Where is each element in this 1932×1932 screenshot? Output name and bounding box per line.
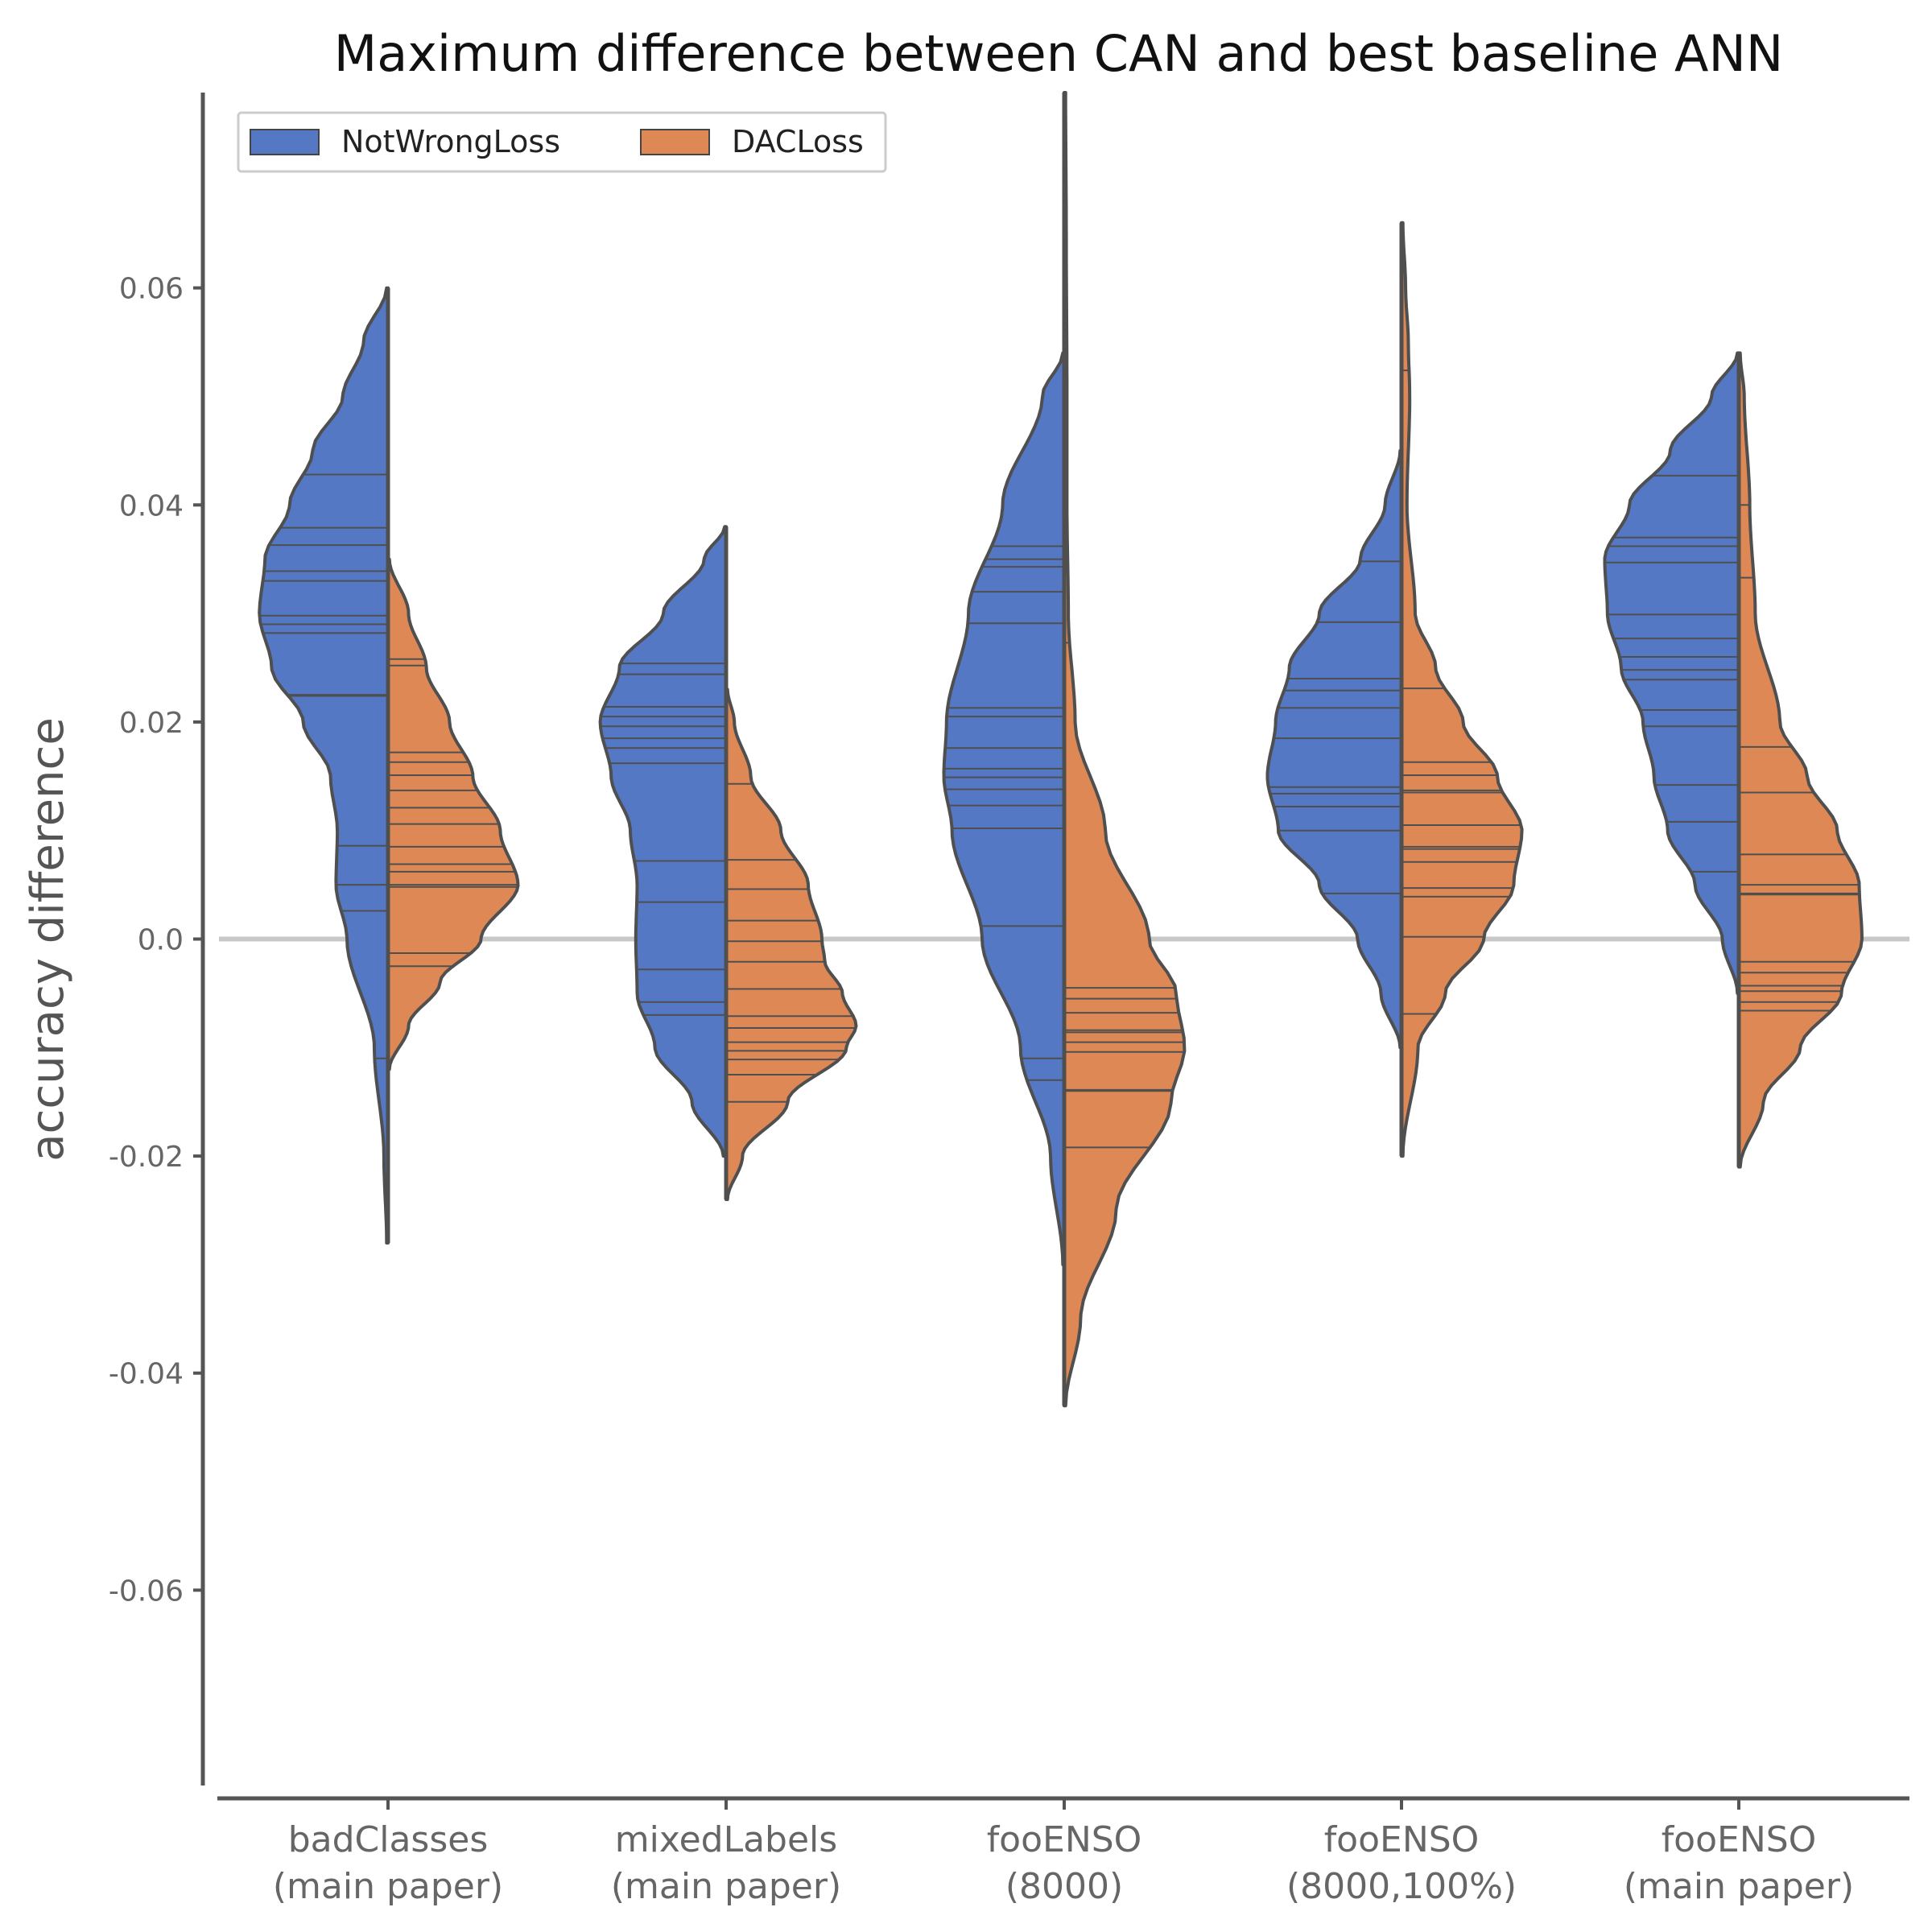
violin-notwrongloss-1 bbox=[258, 286, 390, 1245]
legend-swatch-dacloss bbox=[640, 129, 710, 155]
x-category-label: fooENSO bbox=[1662, 1819, 1817, 1860]
plot-layer: 0.06 0.04 0.02 0.0 -0.02 -0.04 -0.06 badClasses… bbox=[109, 91, 1909, 1907]
violin-notwrongloss-3 bbox=[942, 351, 1066, 1266]
violin-dacloss-1 bbox=[386, 557, 520, 1071]
y-tick-label: 0.04 bbox=[119, 489, 184, 522]
x-category-label: badClasses bbox=[288, 1819, 489, 1860]
x-category-label: fooENSO bbox=[1324, 1819, 1480, 1860]
legend-swatch-notwrongloss bbox=[250, 129, 320, 155]
chart-title: Maximum difference between CAN and best … bbox=[334, 24, 1783, 83]
y-tick-label: 0.02 bbox=[119, 707, 184, 740]
violin-notwrongloss-2 bbox=[598, 525, 728, 1158]
y-tick-label: -0.06 bbox=[109, 1575, 184, 1608]
y-tick-label: -0.02 bbox=[109, 1141, 184, 1174]
x-category-label: mixedLabels bbox=[615, 1819, 837, 1860]
violin-notwrongloss-4 bbox=[1265, 448, 1403, 1050]
x-category-label: fooENSO bbox=[987, 1819, 1142, 1860]
legend-label-notwrongloss: NotWrongLoss bbox=[341, 124, 560, 159]
y-tick-label: 0.06 bbox=[119, 273, 184, 306]
violin-dacloss-3 bbox=[1063, 91, 1187, 1408]
x-category-sublabel: (main paper) bbox=[611, 1866, 841, 1907]
violin-dacloss-2 bbox=[724, 687, 858, 1201]
y-tick-label: 0.0 bbox=[138, 924, 184, 957]
violin-dacloss-5 bbox=[1737, 351, 1864, 1169]
x-category-sublabel: (8000,100%) bbox=[1286, 1866, 1517, 1907]
x-category-sublabel: (main paper) bbox=[273, 1866, 503, 1907]
violin-dacloss-4 bbox=[1400, 221, 1524, 1158]
legend-frame bbox=[237, 111, 887, 173]
y-tick-label: -0.04 bbox=[109, 1358, 184, 1391]
x-category-sublabel: (main paper) bbox=[1624, 1866, 1854, 1907]
legend: NotWrongLoss DACLoss bbox=[237, 111, 887, 173]
x-category-sublabel: (8000) bbox=[1005, 1866, 1123, 1907]
y-axis-label: accuracy difference bbox=[22, 717, 74, 1162]
legend-label-dacloss: DACLoss bbox=[732, 124, 864, 159]
violin-notwrongloss-5 bbox=[1603, 351, 1740, 995]
